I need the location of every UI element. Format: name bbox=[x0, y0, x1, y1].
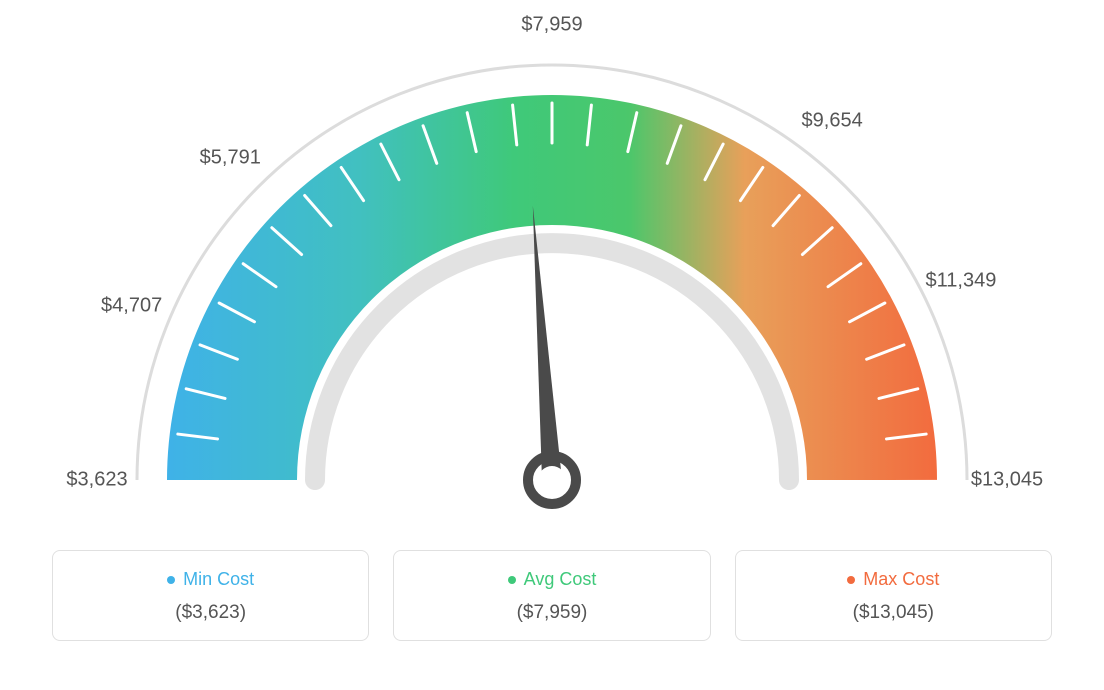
gauge-svg bbox=[20, 20, 1084, 520]
legend-title-min-text: Min Cost bbox=[183, 569, 254, 590]
cost-gauge: $3,623$4,707$5,791$7,959$9,654$11,349$13… bbox=[20, 20, 1084, 520]
gauge-tick-label: $4,707 bbox=[101, 294, 162, 317]
gauge-tick-label: $3,623 bbox=[66, 469, 127, 492]
gauge-tick-label: $11,349 bbox=[926, 269, 997, 292]
gauge-tick-label: $7,959 bbox=[521, 14, 582, 37]
gauge-tick-label: $5,791 bbox=[200, 147, 261, 170]
legend-title-max: Max Cost bbox=[847, 569, 939, 590]
legend-title-max-text: Max Cost bbox=[863, 569, 939, 590]
legend-title-avg: Avg Cost bbox=[508, 569, 597, 590]
gauge-tick-label: $9,654 bbox=[802, 110, 863, 133]
legend-card-min: Min Cost ($3,623) bbox=[52, 550, 369, 641]
legend-value-min: ($3,623) bbox=[63, 602, 358, 624]
legend-title-avg-text: Avg Cost bbox=[524, 569, 597, 590]
legend-row: Min Cost ($3,623) Avg Cost ($7,959) Max … bbox=[52, 550, 1052, 641]
legend-value-max: ($13,045) bbox=[746, 602, 1041, 624]
gauge-tick-label: $13,045 bbox=[971, 469, 1043, 492]
legend-title-min: Min Cost bbox=[167, 569, 254, 590]
legend-card-avg: Avg Cost ($7,959) bbox=[393, 550, 710, 641]
legend-value-avg: ($7,959) bbox=[404, 602, 699, 624]
legend-card-max: Max Cost ($13,045) bbox=[735, 550, 1052, 641]
